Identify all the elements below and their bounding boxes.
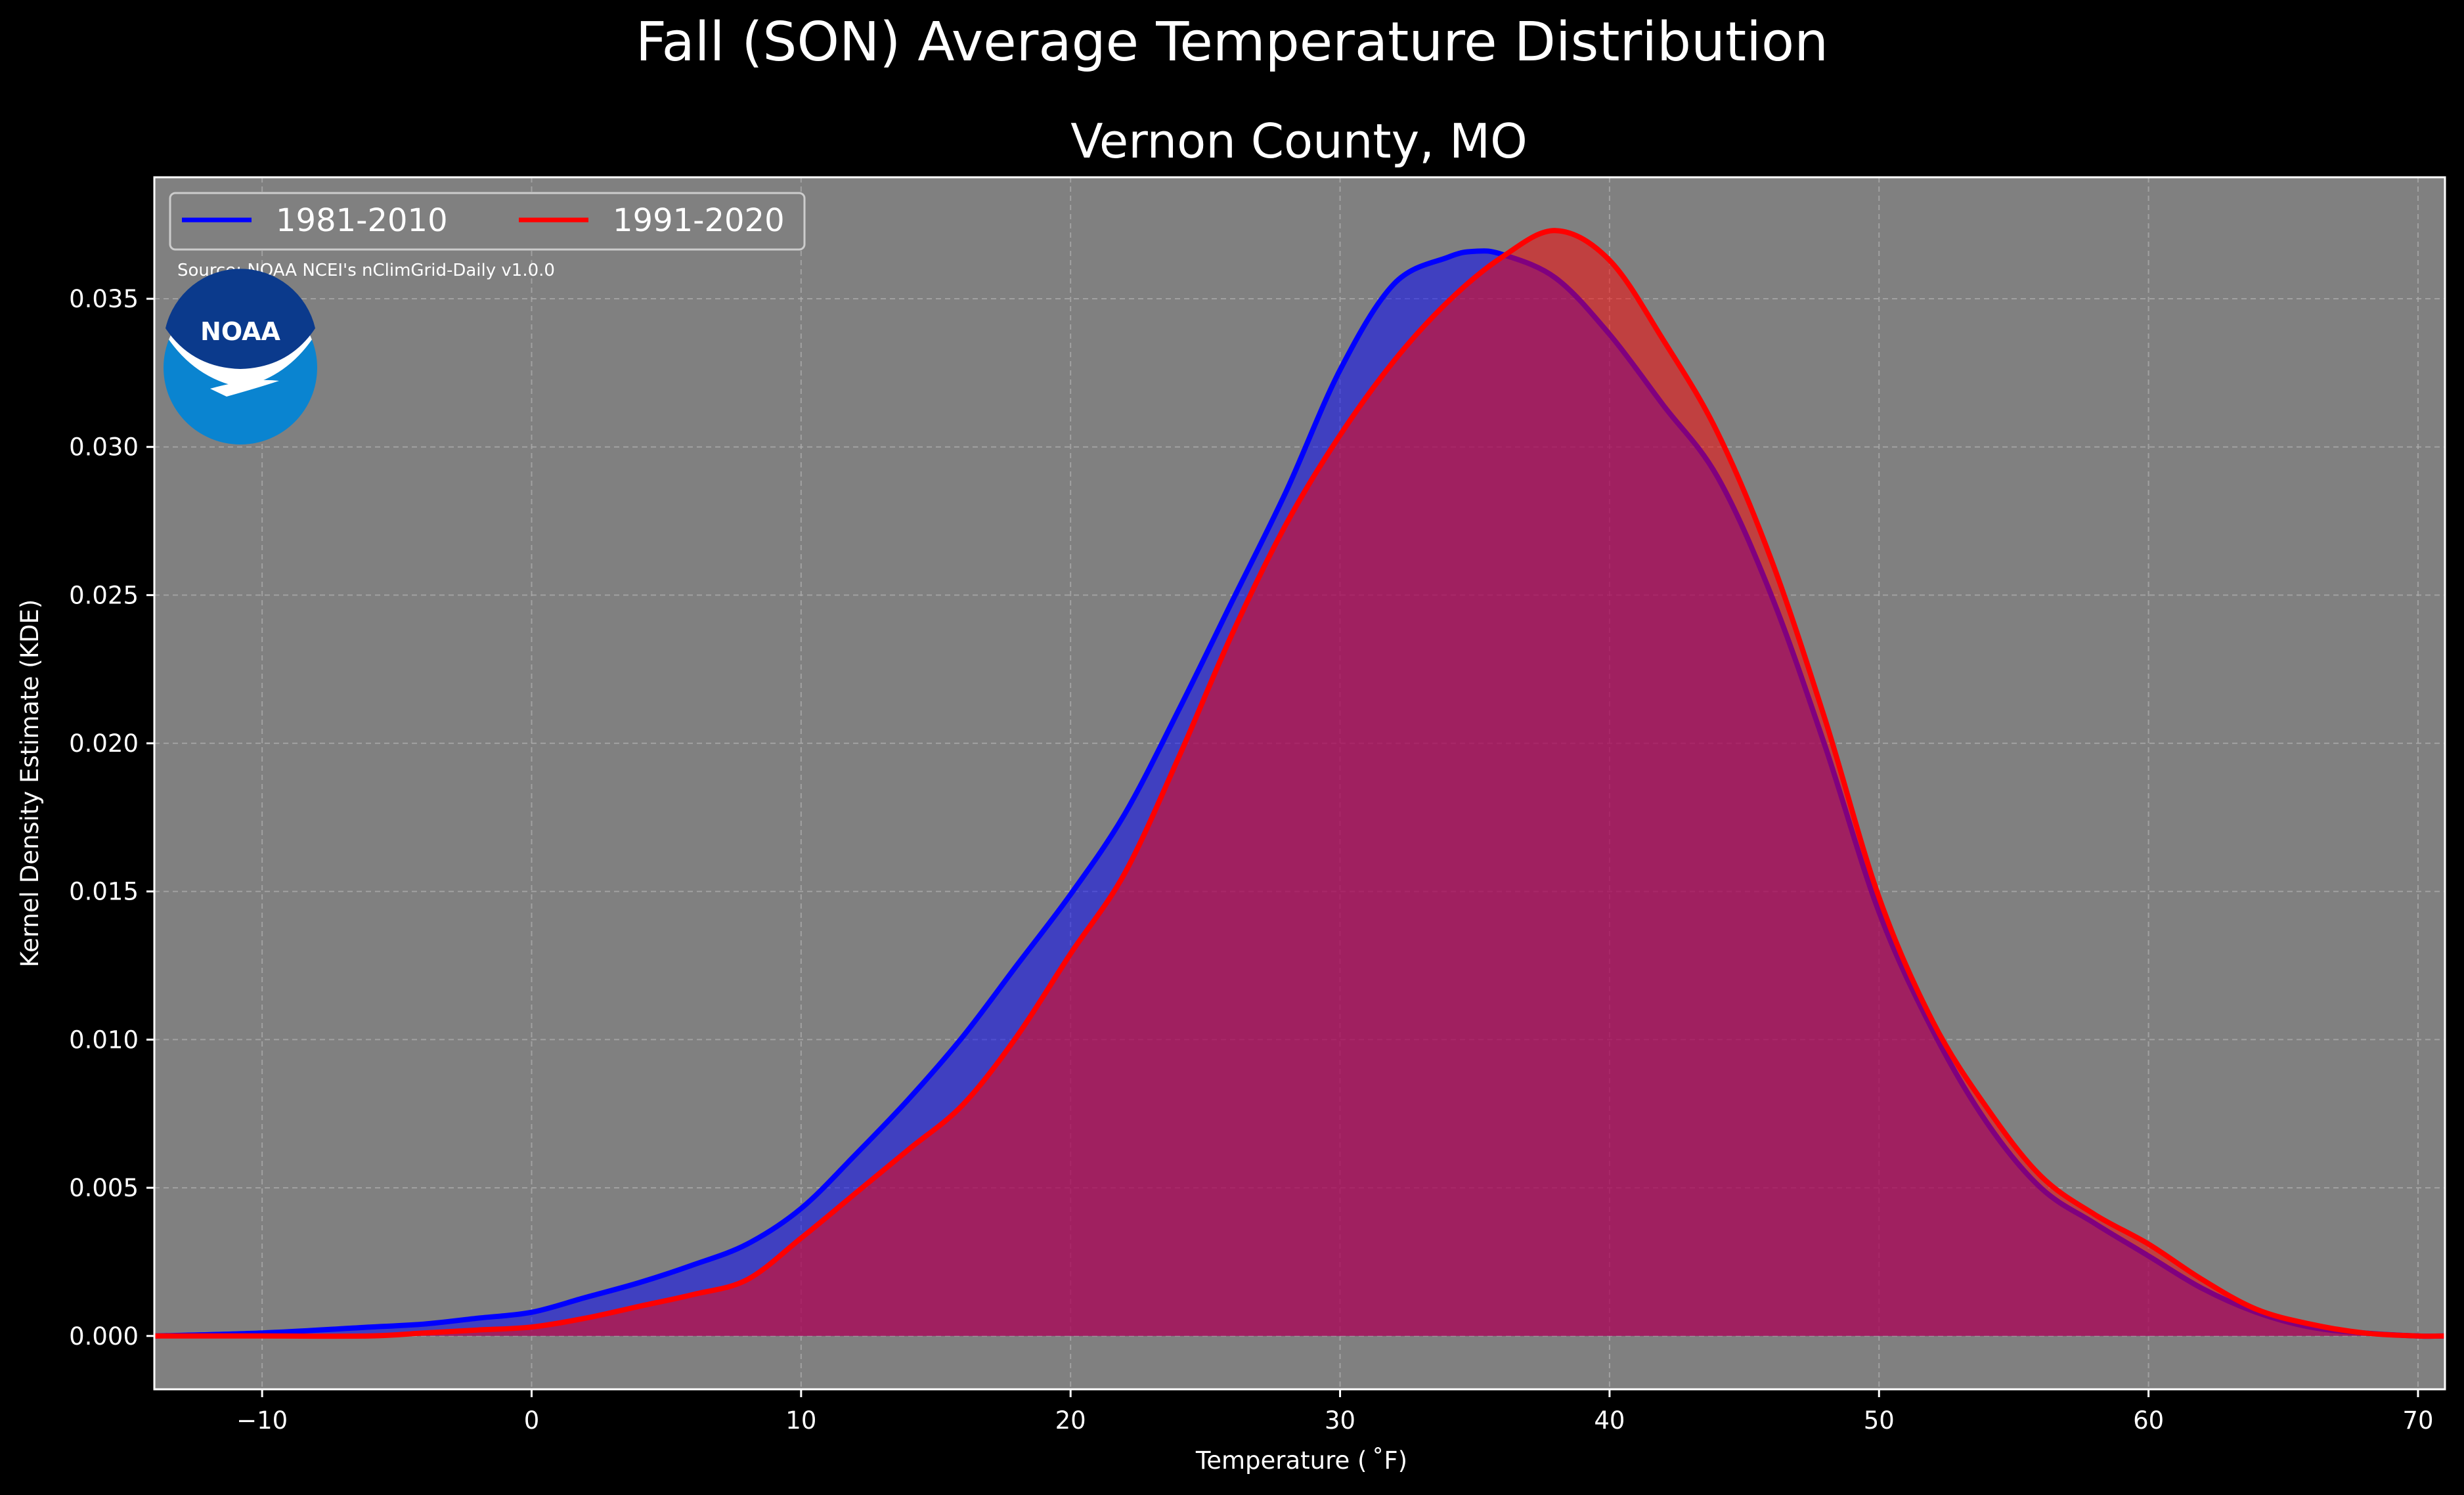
noaa-logo: NOAA	[164, 269, 317, 444]
y-tick-label: 0.030	[69, 433, 139, 462]
series-area-1991-2020	[154, 230, 2445, 1337]
x-tick-label: 50	[1864, 1406, 1895, 1435]
x-tick-label: 60	[2133, 1406, 2164, 1435]
legend-label-1991-2020: 1991-2020	[613, 202, 785, 239]
x-axis-title: Temperature ( ˚F)	[1195, 1446, 1407, 1475]
y-tick-label: 0.020	[69, 729, 139, 758]
logo-text: NOAA	[200, 317, 280, 346]
x-tick-label: −10	[236, 1406, 288, 1435]
x-tick-label: 30	[1325, 1406, 1355, 1435]
y-tick-label: 0.010	[69, 1026, 139, 1054]
y-tick-label: 0.025	[69, 581, 139, 609]
y-axis-title: Kernel Density Estimate (KDE)	[16, 599, 44, 968]
series-line-1991-2020	[154, 228, 2446, 1339]
x-tick-label: 40	[1594, 1406, 1625, 1435]
legend-box	[169, 192, 806, 251]
chart-title: Fall (SON) Average Temperature Distribut…	[636, 11, 1828, 74]
x-tick-label: 0	[524, 1406, 540, 1435]
ticks: −10 0 10 20 30 40 50 60 70 0.000 0.005 0.010 0.015 0.…	[69, 285, 2433, 1435]
chart-subtitle: Vernon County, MO	[1070, 114, 1528, 169]
x-tick-label: 70	[2402, 1406, 2433, 1435]
legend-label-1981-2010: 1981-2010	[276, 202, 448, 239]
x-tick-label: 20	[1055, 1406, 1086, 1435]
y-tick-label: 0.000	[69, 1322, 139, 1351]
legend: 1981-2010 1991-2020	[169, 192, 806, 251]
series-layer	[154, 228, 2446, 1339]
y-tick-label: 0.035	[69, 285, 139, 313]
y-tick-label: 0.015	[69, 878, 139, 906]
y-tick-label: 0.005	[69, 1174, 139, 1202]
x-tick-label: 10	[785, 1406, 816, 1435]
plot-frame	[153, 176, 2446, 1391]
